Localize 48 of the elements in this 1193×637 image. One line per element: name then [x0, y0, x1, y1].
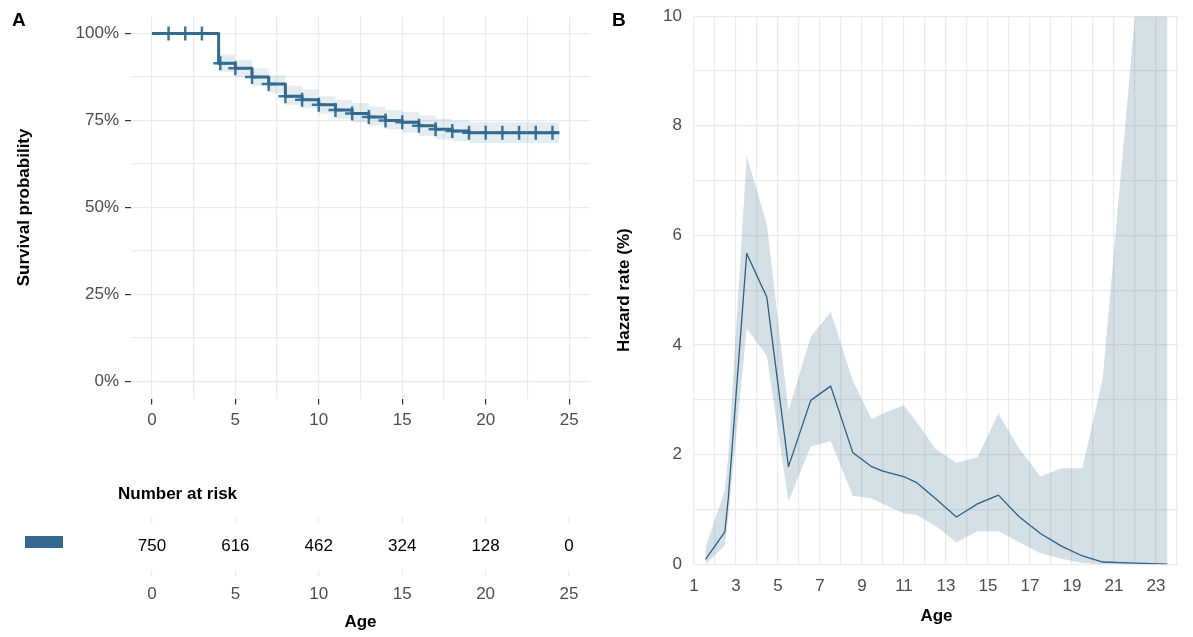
x-tick-label: 5	[230, 410, 241, 430]
x-tick-label: 3	[731, 576, 741, 596]
data-label: 128	[471, 536, 500, 556]
x-axis-title: Age	[344, 612, 377, 632]
x-tick-label: 5	[773, 576, 783, 596]
y-axis-title: Survival probability	[13, 127, 33, 287]
x-tick-label: 15	[392, 410, 412, 430]
data-label: 750	[137, 536, 167, 556]
x-tick-label: 5	[230, 584, 241, 604]
x-tick-label: 15	[978, 576, 998, 596]
x-tick-label: 7	[815, 576, 825, 596]
y-tick-label: 6	[672, 225, 682, 245]
x-tick-label: 15	[392, 584, 412, 604]
x-tick-label: 0	[147, 410, 157, 430]
y-axis-title: Hazard rate (%)	[613, 228, 633, 353]
y-tick-label: 8	[672, 115, 682, 135]
data-label: 0	[564, 536, 574, 556]
x-axis-title: Age	[920, 606, 953, 626]
x-tick-label: 11	[895, 576, 913, 596]
x-tick-label: 19	[1062, 576, 1082, 596]
y-tick-label: 25%	[84, 284, 119, 303]
chart-title: B	[612, 9, 626, 30]
x-tick-label: 9	[857, 576, 867, 596]
y-tick-label: 0	[672, 553, 682, 573]
x-tick-label: 20	[476, 584, 496, 604]
chart-title: A	[12, 9, 26, 30]
y-tick-label: 0%	[94, 370, 119, 390]
x-tick-label: 25	[559, 584, 579, 604]
y-tick-label: 50%	[84, 197, 119, 217]
data-label: 324	[388, 536, 417, 556]
x-tick-label: 1	[689, 576, 699, 596]
x-tick-label: 13	[936, 576, 956, 596]
x-tick-label: 10	[309, 410, 329, 430]
y-tick-label: 100%	[75, 23, 119, 43]
x-tick-label: 17	[1020, 576, 1040, 596]
data-label: 616	[221, 536, 250, 556]
x-tick-label: 20	[476, 410, 496, 430]
y-tick-label: 75%	[84, 110, 119, 130]
chart-title: Number at risk	[118, 484, 238, 503]
x-tick-label: 25	[559, 410, 579, 430]
x-tick-label: 23	[1146, 576, 1166, 596]
y-tick-label: 10	[663, 5, 682, 25]
data-label: 462	[304, 536, 333, 556]
x-tick-label: 0	[147, 584, 157, 604]
y-tick-label: 4	[672, 334, 682, 354]
x-tick-label: 21	[1104, 576, 1124, 596]
y-tick-label: 2	[672, 444, 682, 464]
x-tick-label: 10	[309, 584, 329, 604]
